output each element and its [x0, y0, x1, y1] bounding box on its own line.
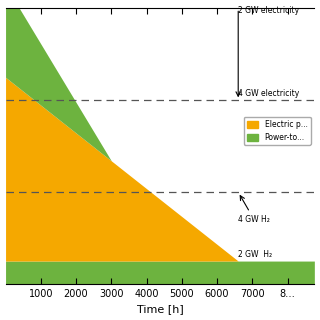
- Text: 2 GW  H₂: 2 GW H₂: [238, 250, 272, 259]
- Text: 2 GW electricity: 2 GW electricity: [238, 6, 299, 15]
- Text: 4 GW H₂: 4 GW H₂: [238, 196, 270, 224]
- X-axis label: Time [h]: Time [h]: [137, 304, 183, 315]
- Text: 4 GW electricity: 4 GW electricity: [238, 89, 300, 98]
- Legend: Electric p..., Power-to...: Electric p..., Power-to...: [244, 117, 310, 145]
